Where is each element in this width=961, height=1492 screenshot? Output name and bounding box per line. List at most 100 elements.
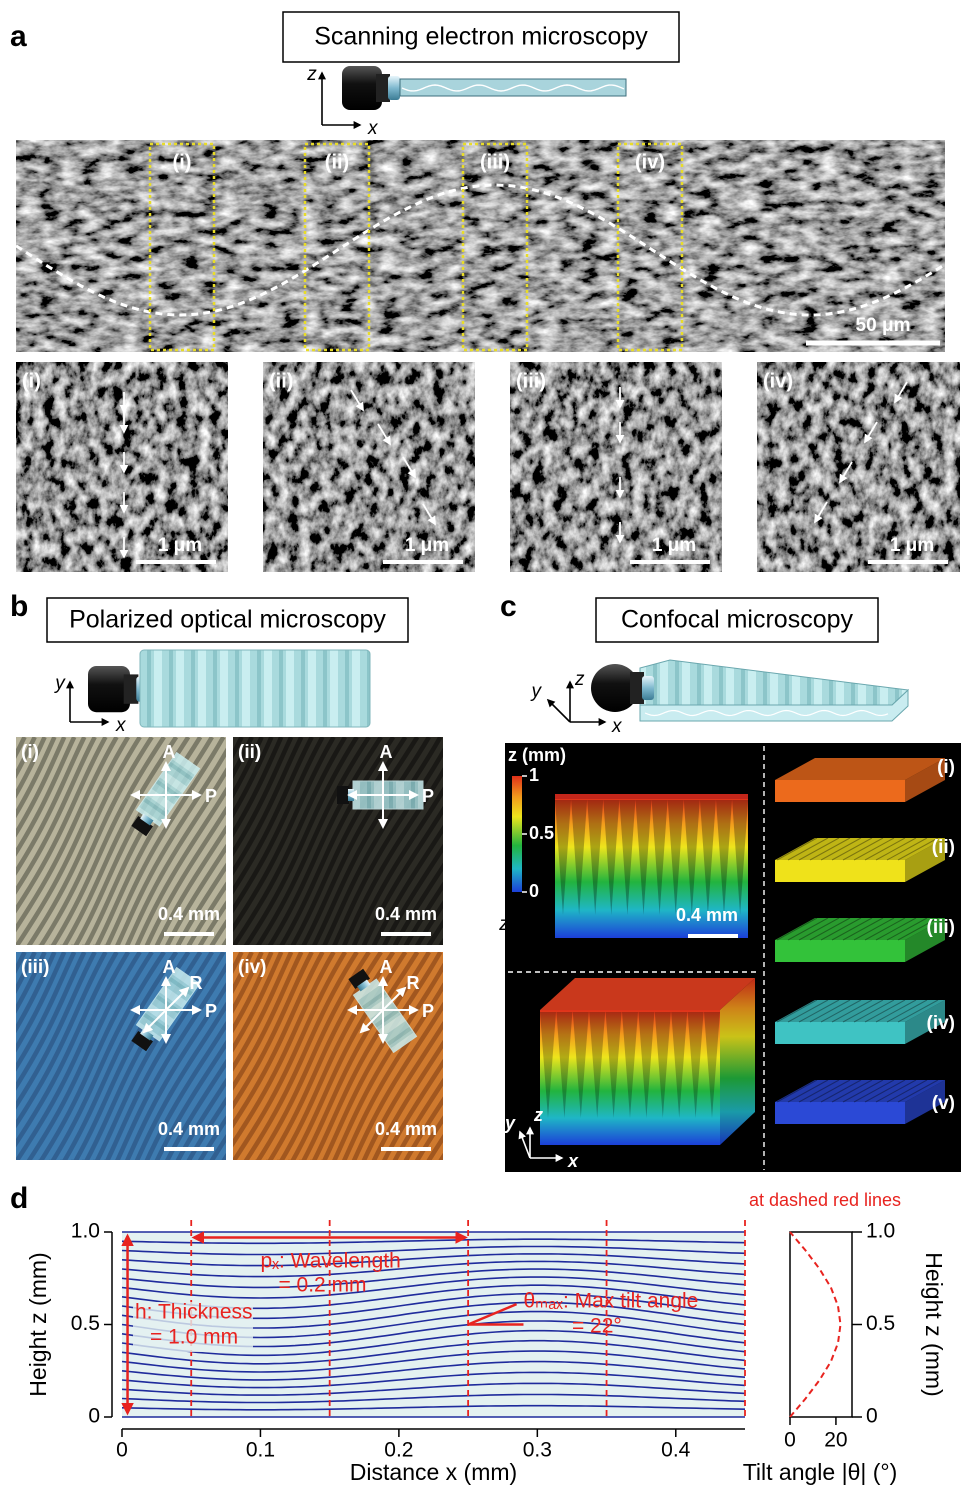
label: (iv) [238,957,267,978]
label: R [407,973,420,993]
colorbar-tick-label: 0 [529,881,539,901]
label: (iii) [516,370,546,392]
objective-lens [388,76,400,100]
colorbar [512,776,522,892]
label: (iii) [480,151,510,173]
plot-frame [790,1232,852,1417]
label: z [574,669,585,690]
panel-letter: d [10,1182,28,1215]
label: 50 μm [856,315,911,336]
colorbar-tick-label: 0.5 [529,823,554,843]
label: (ii) [325,151,349,173]
colorbar-tick-label: 1 [529,765,539,785]
annotation: θₘₐₓ: Max tilt angle [523,1290,698,1313]
x-tick-label: 0 [116,1439,128,1462]
label: A [380,742,393,762]
label: P [422,1001,434,1021]
label: z [533,1105,543,1125]
sample-top [640,660,908,705]
label: (i) [22,370,41,392]
label: 1 μm [158,535,202,556]
label: y [530,681,543,702]
label: (iv) [927,1013,956,1034]
label: z [498,914,509,935]
x-label: Tilt angle |θ| (°) [743,1459,898,1485]
x-tick-label: 0 [784,1429,796,1452]
label: P [205,1001,217,1021]
chart-title: at dashed red lines [749,1190,901,1210]
x-tick-label: 0.1 [246,1439,275,1462]
label: (i) [937,757,955,778]
objective-ring [630,672,644,704]
slice-front [775,860,905,882]
stripe [0,952,14,1162]
annotation: = 0.2 mm [278,1274,366,1297]
y-tick-label: 1.0 [866,1220,895,1243]
label: 1 μm [890,535,934,556]
label: 0.4 mm [158,904,220,924]
label: (iv) [635,151,665,173]
stripe [0,952,3,1162]
label: z [306,64,317,85]
panel-letter: c [500,590,517,623]
label: 0.4 mm [158,1119,220,1139]
label: x [115,715,127,736]
panel-letter: a [10,20,27,53]
label: R [190,973,203,993]
label: (v) [932,1093,955,1114]
label: 0.4 mm [676,905,738,925]
label: 0.4 mm [375,1119,437,1139]
label: x [611,716,623,737]
stripe [0,737,3,947]
y-tick-label: 0.5 [866,1312,895,1335]
objective-ring [124,674,139,703]
label: y [504,1113,516,1133]
label: 1 μm [652,535,696,556]
label: 1 μm [405,535,449,556]
label: P [422,786,434,806]
axis-arrow [548,700,570,722]
y-label: Height z (mm) [921,1252,947,1396]
label: (i) [21,742,39,763]
label: A [163,957,176,977]
annotation: = 22° [572,1315,622,1338]
y-tick-label: 1.0 [71,1220,100,1243]
label: (iii) [927,917,956,938]
annotation: = 1.0 mm [150,1326,238,1349]
tilt-curve [790,1232,841,1417]
label: (iii) [21,957,50,978]
x-tick-label: 0.3 [523,1439,552,1462]
label: (i) [173,151,192,173]
panel-title: Scanning electron microscopy [314,23,648,51]
label: (ii) [269,370,293,392]
y-tick-label: 0.5 [71,1312,100,1335]
label: 0.4 mm [375,904,437,924]
x-tick-label: 20 [824,1429,847,1452]
x-tick-label: 0.4 [661,1439,691,1462]
label: (ii) [238,742,261,763]
figure: a Scanning electron microscopy z x (i) (ii) (i… [0,0,961,1492]
label: (ii) [932,837,955,858]
annotation: h: Thickness [135,1301,253,1324]
objective-mini [337,786,349,804]
annotation: pₓ: Wavelength [260,1250,400,1273]
label: z (mm) [508,745,566,765]
slice-front [775,1102,905,1124]
panel-title: Polarized optical microscopy [69,606,386,634]
slice-front [775,940,905,962]
panel-letter: b [10,590,28,623]
slice-front [775,1022,905,1044]
label: x [567,1151,579,1171]
x-label: Distance x (mm) [350,1459,517,1485]
label: x [561,948,573,969]
stripe [0,737,14,947]
y-tick-label: 0 [88,1405,100,1428]
objective-lens [642,676,654,700]
panel-title: Confocal microscopy [621,606,854,634]
slice-front [775,780,905,802]
label: x [367,118,379,139]
label: A [380,957,393,977]
confocal-top [540,978,755,1010]
sample [140,650,370,727]
label: y [53,673,66,694]
